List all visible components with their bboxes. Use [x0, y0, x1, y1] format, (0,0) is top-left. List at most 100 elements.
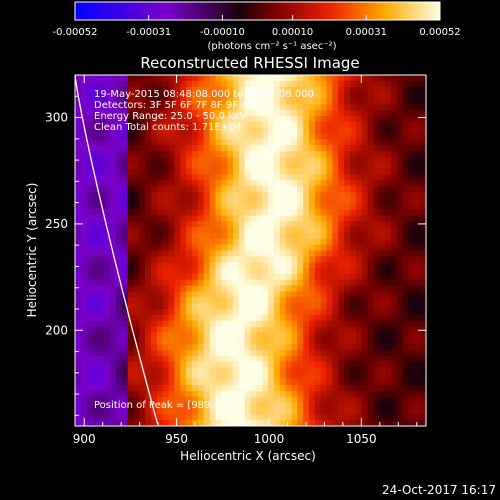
heatmap-cell — [75, 244, 82, 252]
heatmap-cell — [221, 250, 228, 257]
heatmap-cell — [285, 297, 293, 304]
heatmap-cell — [291, 227, 298, 234]
heatmap-cell — [390, 162, 398, 170]
heatmap-cell — [221, 373, 228, 380]
heatmap-cell — [408, 133, 415, 140]
heatmap-cell — [115, 110, 123, 117]
heatmap-cell — [262, 75, 269, 82]
heatmap-cell — [238, 121, 246, 129]
heatmap-cell — [326, 244, 333, 252]
heatmap-cell — [291, 320, 298, 328]
heatmap-cell — [420, 197, 426, 205]
heatmap-cell — [75, 162, 82, 170]
heatmap-cell — [75, 104, 82, 111]
heatmap-cell — [80, 396, 88, 404]
heatmap-cell — [396, 285, 404, 293]
heatmap-cell — [309, 80, 316, 88]
heatmap-cell — [139, 180, 146, 187]
heatmap-cell — [373, 232, 380, 240]
heatmap-cell — [139, 139, 146, 146]
heatmap-cell — [151, 320, 158, 328]
heatmap-cell — [326, 408, 333, 415]
heatmap-cell — [303, 174, 310, 181]
heatmap-cell — [344, 180, 351, 187]
heatmap-cell — [215, 145, 222, 152]
heatmap-cell — [332, 215, 339, 222]
heatmap-cell — [338, 373, 345, 380]
heatmap-cell — [355, 127, 363, 135]
heatmap-cell — [115, 402, 123, 410]
heatmap-cell — [303, 227, 310, 234]
heatmap-cell — [314, 98, 322, 105]
heatmap-cell — [320, 244, 328, 252]
heatmap-cell — [355, 268, 363, 275]
heatmap-cell — [215, 332, 222, 339]
heatmap-cell — [408, 303, 415, 310]
heatmap-cell — [174, 408, 181, 415]
heatmap-cell — [273, 355, 281, 363]
heatmap-cell — [402, 192, 410, 199]
heatmap-cell — [244, 244, 252, 252]
heatmap-cell — [133, 115, 140, 123]
heatmap-cell — [250, 127, 257, 135]
heatmap-cell — [227, 186, 234, 193]
heatmap-cell — [262, 238, 269, 246]
heatmap-cell — [121, 139, 129, 146]
heatmap-cell — [390, 250, 398, 257]
heatmap-cell — [285, 180, 293, 187]
heatmap-cell — [209, 338, 216, 345]
heatmap-cell — [227, 309, 234, 316]
heatmap-cell — [273, 209, 281, 216]
heatmap-cell — [238, 221, 246, 228]
heatmap-cell — [268, 180, 275, 187]
heatmap-cell — [338, 361, 345, 369]
heatmap-cell — [162, 268, 170, 275]
heatmap-cell — [273, 349, 281, 357]
heatmap-cell — [127, 297, 135, 304]
heatmap-cell — [174, 320, 181, 328]
heatmap-cell — [133, 396, 140, 404]
heatmap-cell — [151, 75, 158, 82]
heatmap-cell — [215, 402, 222, 410]
heatmap-cell — [232, 139, 240, 146]
heatmap-cell — [197, 379, 205, 386]
heatmap-cell — [361, 238, 369, 246]
heatmap-cell — [80, 174, 88, 181]
heatmap-cell — [221, 256, 228, 263]
heatmap-cell — [326, 250, 333, 257]
heatmap-cell — [121, 309, 129, 316]
heatmap-cell — [414, 192, 421, 199]
heatmap-cell — [151, 197, 158, 205]
heatmap-cell — [367, 121, 374, 129]
heatmap-cell — [268, 309, 275, 316]
heatmap-cell — [390, 291, 398, 298]
heatmap-cell — [355, 408, 363, 415]
heatmap-cell — [92, 367, 99, 374]
heatmap-cell — [273, 250, 281, 257]
heatmap-cell — [197, 156, 205, 164]
heatmap-cell — [209, 373, 216, 380]
heatmap-cell — [402, 127, 410, 135]
heatmap-cell — [221, 145, 228, 152]
heatmap-cell — [232, 215, 240, 222]
heatmap-cell — [408, 209, 415, 216]
heatmap-cell — [221, 361, 228, 369]
heatmap-cell — [156, 379, 164, 386]
heatmap-cell — [314, 297, 322, 304]
heatmap-cell — [221, 174, 228, 181]
heatmap-cell — [273, 133, 281, 140]
heatmap-cell — [367, 162, 374, 170]
heatmap-cell — [86, 121, 94, 129]
heatmap-cell — [338, 268, 345, 275]
heatmap-cell — [174, 145, 181, 152]
heatmap-cell — [203, 285, 211, 293]
heatmap-cell — [332, 192, 339, 199]
heatmap-cell — [162, 332, 170, 339]
heatmap-cell — [98, 180, 105, 187]
heatmap-cell — [262, 262, 269, 269]
heatmap-cell — [291, 402, 298, 410]
heatmap-cell — [121, 326, 129, 333]
heatmap-cell — [361, 297, 369, 304]
heatmap-cell — [361, 268, 369, 275]
heatmap-cell — [326, 396, 333, 404]
